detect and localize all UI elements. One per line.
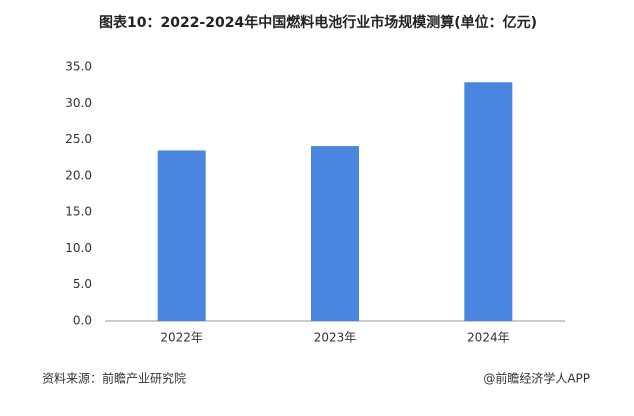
y-tick-label: 0.0 [73,314,92,328]
bar [157,150,206,321]
y-tick-label: 15.0 [65,205,92,219]
chart-title: 图表10：2022-2024年中国燃料电池行业市场规模测算(单位：亿元) [99,14,537,31]
y-tick-label: 30.0 [65,96,92,110]
y-tick-label: 20.0 [65,168,92,182]
y-tick-label: 10.0 [65,241,92,255]
y-tick-label: 35.0 [65,60,92,74]
x-tick-label: 2022年 [160,331,203,345]
bar [311,146,359,321]
y-tick-label: 25.0 [65,132,92,146]
source-note: 资料来源：前瞻产业研究院 [42,371,186,386]
credit-note: @前瞻经济学人APP [483,371,590,386]
y-tick-label: 5.0 [73,277,92,291]
bar [464,82,513,322]
x-tick-label: 2023年 [314,331,357,345]
x-tick-label: 2024年 [467,331,510,345]
